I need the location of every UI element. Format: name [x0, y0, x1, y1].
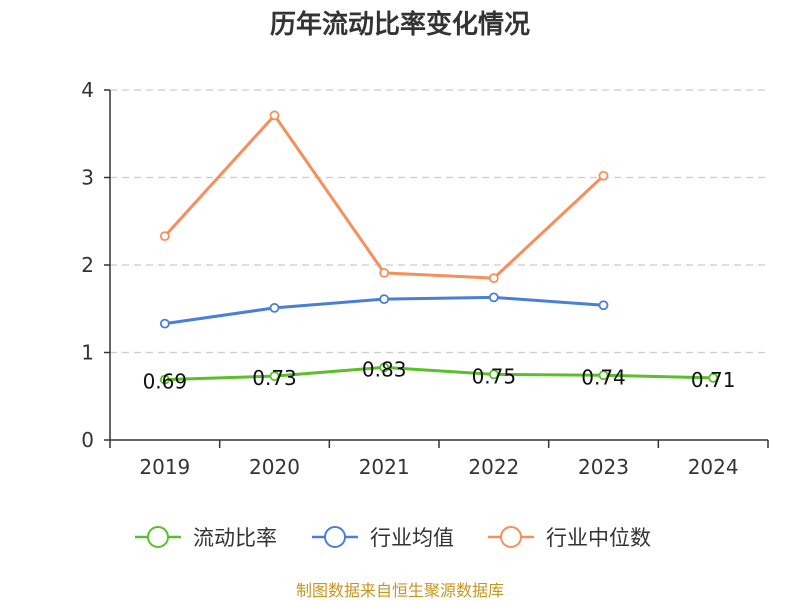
data-labels: 0.69 0.73 0.83 0.75 0.74 0.71: [143, 357, 736, 393]
legend-marker: [147, 526, 169, 548]
legend-item: 行业均值: [312, 526, 454, 550]
data-point: [379, 362, 390, 373]
y-tick-label: 1: [81, 341, 94, 365]
data-point: [708, 372, 719, 383]
y-tick-label: 0: [81, 428, 94, 452]
data-point: [598, 170, 609, 181]
series-line-1: [164, 365, 714, 382]
series-line-3: [163, 113, 605, 280]
x-tick-label: 2022: [468, 455, 519, 479]
legend-marker: [500, 526, 522, 548]
data-label: 0.69: [143, 370, 188, 394]
data-point: [488, 273, 499, 284]
data-label: 0.83: [362, 357, 407, 381]
y-tick-label: 4: [81, 78, 94, 102]
series-lines: [159, 110, 719, 385]
data-point: [159, 318, 170, 329]
data-point: [159, 374, 170, 385]
data-label: 0.74: [581, 365, 626, 389]
y-tick-label: 2: [81, 253, 94, 277]
data-point: [488, 369, 499, 380]
legend-label: 行业中位数: [546, 526, 651, 550]
x-tick-label: 2020: [249, 455, 300, 479]
x-tick-label: 2024: [688, 455, 739, 479]
legend-item: 行业中位数: [488, 526, 651, 550]
data-point: [598, 370, 609, 381]
data-point: [269, 110, 280, 121]
data-point: [379, 267, 390, 278]
data-point: [598, 300, 609, 311]
grid-lines: [110, 89, 768, 354]
y-tick-label: 3: [81, 166, 94, 190]
x-tick-label: 2023: [578, 455, 629, 479]
data-point: [159, 231, 170, 242]
chart-title: 历年流动比率变化情况: [269, 10, 530, 40]
legend-label: 流动比率: [193, 526, 277, 550]
legend-marker: [324, 526, 346, 548]
source-note: 制图数据来自恒生聚源数据库: [295, 581, 504, 600]
data-point: [269, 302, 280, 313]
data-point: [269, 371, 280, 382]
data-label: 0.71: [691, 368, 736, 392]
data-point: [488, 292, 499, 303]
x-tick-label: 2021: [359, 455, 410, 479]
data-point: [379, 294, 390, 305]
legend: 流动比率 行业均值 行业中位数: [135, 526, 651, 550]
legend-label: 行业均值: [370, 526, 454, 550]
axes: 0 1 2 3 4 2019 2020 2021 2022 2023 2024: [81, 78, 769, 479]
data-label: 0.75: [472, 364, 517, 388]
x-tick-label: 2019: [139, 455, 190, 479]
data-label: 0.73: [252, 366, 297, 390]
legend-item: 流动比率: [135, 526, 277, 550]
